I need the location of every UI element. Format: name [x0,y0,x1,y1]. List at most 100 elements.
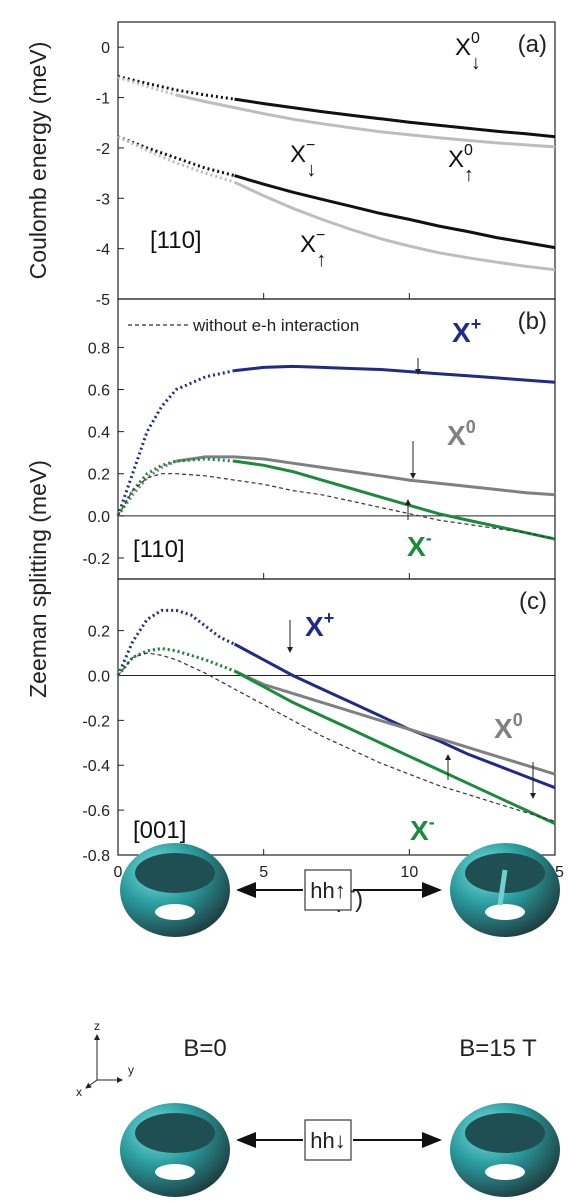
y-tick-label: -0.4 [82,758,110,775]
panel-label: (c) [519,588,547,615]
annotation-text: X [447,420,466,451]
diagram: hh↑ hh↓ B=0 B=15 T z y x [76,843,560,1197]
y-tick-label: 0.4 [88,425,110,442]
axis-letter: x [76,1085,82,1099]
annotation: X− ↓ [290,137,316,181]
y-tick-label: 0.0 [88,668,110,685]
annotation-text: X [494,713,513,744]
annotation: [110] [150,227,202,254]
torus [120,1103,230,1197]
torus [120,843,230,937]
annotation: X− ↑ [300,227,326,271]
series-line [233,669,556,776]
axes-icon [85,1034,123,1089]
caption: B=15 T [459,1035,537,1062]
annotation-sup: + [471,314,482,334]
annotation-text: [001] [133,817,186,844]
series-line [117,473,556,540]
axis-letter: y [128,1063,134,1077]
annotation-text: X [452,317,471,348]
y-tick-label: 0.0 [88,509,110,526]
annotation-sub: ↑ [464,164,474,186]
axis-letter: z [94,1019,100,1033]
y-tick-label: -2 [96,141,110,158]
legend-label: without e-h interaction [192,316,359,335]
y-tick-label: -3 [96,191,110,208]
annotation: [001] [133,817,186,844]
y-tick-label: -0.2 [82,551,110,568]
series-line [116,459,177,517]
series-line [234,174,556,250]
annotation-sup: 0 [466,417,476,437]
annotation: [110] [133,536,185,563]
series-line [117,652,556,822]
y-tick-label: 0.8 [88,340,110,357]
series-line [234,459,556,541]
panel-label: (a) [518,31,547,58]
series-line [234,364,556,384]
annotation-text: X [290,141,306,168]
state-label: hh↑ [310,878,345,903]
annotation: X0 [447,417,476,451]
y-axis-label: Coulomb energy (meV) [25,42,51,280]
series-line [117,75,177,97]
annotation-text: X [300,231,316,258]
annotation-text: X [305,611,324,642]
annotation: X- [410,812,435,846]
y-tick-label: 0.2 [88,624,110,641]
series-line [116,608,236,677]
annotation-text: X [410,815,429,846]
annotation-sup: − [306,137,315,154]
annotation-sub: ↑ [316,249,326,271]
caption: B=0 [183,1035,226,1062]
series-line [117,135,235,178]
state-box [304,1119,352,1161]
annotation: X+ [305,608,334,642]
annotation-text: [110] [150,227,202,254]
y-axis-label: Zeeman splitting (meV) [25,460,51,698]
x-tick-label: 5 [259,864,268,881]
y-tick-label: -5 [96,292,110,309]
y-tick-label: 0.6 [88,383,110,400]
panel-label: (b) [518,308,547,335]
state-box [304,869,352,911]
series-line [116,369,235,517]
plots: 0-1-2-3-4-5(a)Coulomb energy (meV) X0 ↓X− ↓… [25,21,564,913]
annotation: X+ [452,314,481,348]
y-tick-label: -1 [96,91,110,108]
series-line [175,93,556,149]
annotation-text: X [455,34,471,61]
series-line [116,647,236,677]
annotation-sup: 0 [513,710,523,730]
series-line [233,642,556,790]
annotation-sup: 0 [471,30,480,47]
annotation-text: X [407,531,426,562]
annotation-sub: ↓ [471,52,481,74]
y-tick-label: -0.8 [82,848,110,865]
y-tick-label: 0.2 [88,467,110,484]
annotation-sup: - [426,528,432,548]
annotation-sup: + [324,608,335,628]
annotation: X0 ↑ [448,142,474,186]
plot-frame [117,578,556,856]
y-tick-label: -0.2 [82,713,110,730]
series-line [117,135,235,184]
series-line [233,669,556,825]
series-line [176,455,556,497]
x-tick-label: 10 [400,864,418,881]
annotation: X- [407,528,432,562]
series-line [116,647,236,677]
torus [450,1103,560,1197]
series-line [234,97,556,139]
annotation-text: [110] [133,536,185,563]
plot-frame [117,21,556,300]
annotation: X0 [494,710,523,744]
y-tick-label: -4 [96,242,110,259]
annotation-sub: ↓ [306,159,316,181]
torus [450,843,560,937]
annotation: X0 ↓ [455,30,481,74]
annotation-sup: − [316,227,325,244]
annotation-sup: 0 [464,142,473,159]
state-label: hh↓ [310,1128,345,1153]
